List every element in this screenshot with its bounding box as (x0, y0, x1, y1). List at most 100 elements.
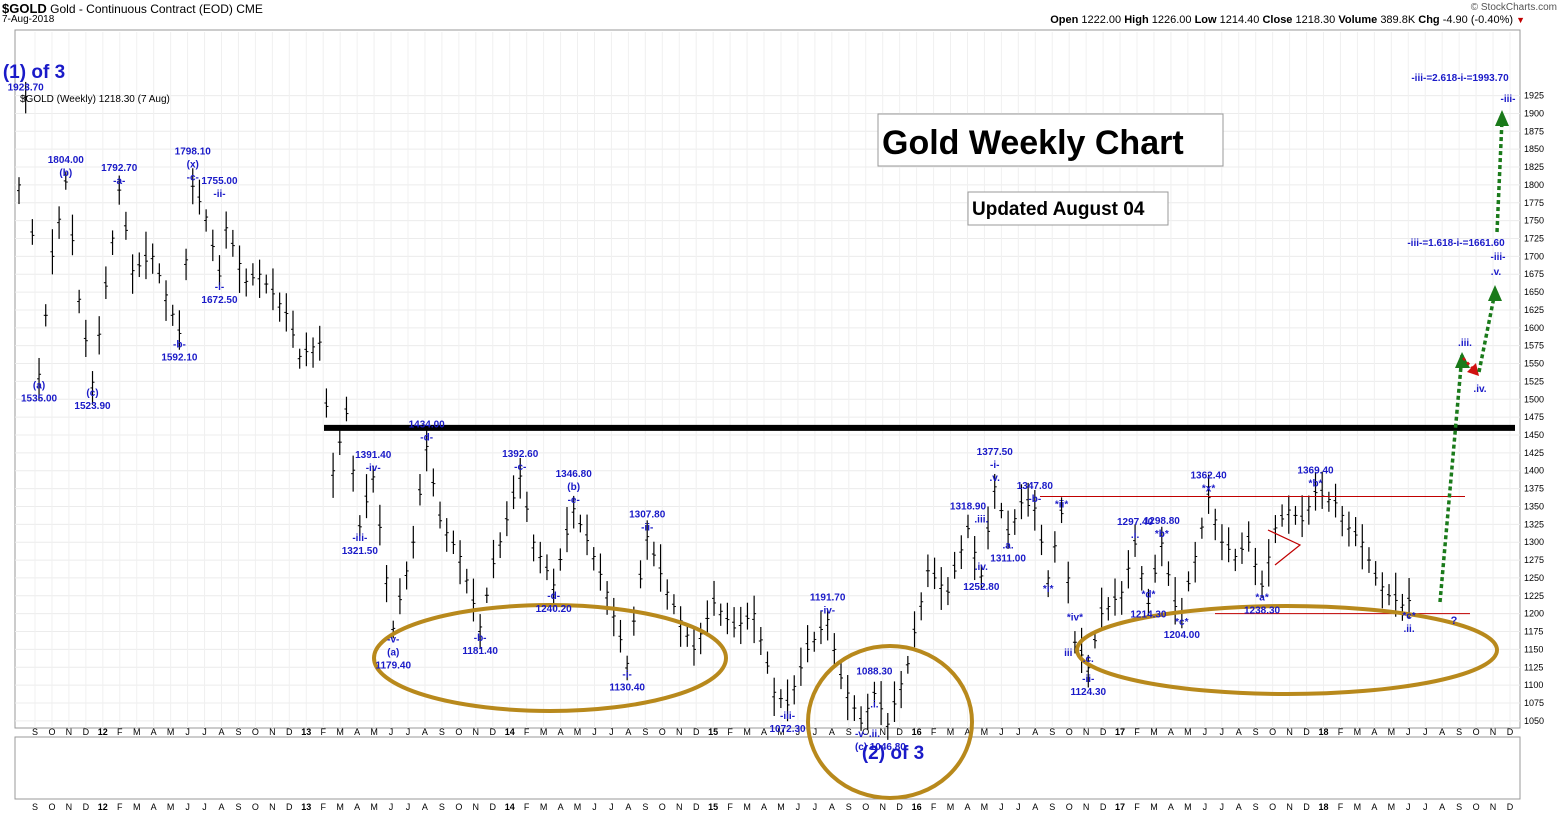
x-tick-label: N (473, 727, 480, 737)
x-tick-label: N (269, 802, 276, 812)
x-tick-label: J (389, 802, 394, 812)
x-tick-label: A (422, 802, 428, 812)
x-tick-label: N (269, 727, 276, 737)
wave-label: 1204.00 (1164, 630, 1201, 641)
wave-label: (c) (86, 388, 98, 399)
x-tick-label: O (659, 802, 666, 812)
wave-label: -i- (990, 460, 999, 471)
y-tick-label: 1900 (1524, 108, 1544, 118)
wave-label: .a. (1003, 540, 1014, 551)
wave-label: (b) (59, 168, 72, 179)
down-triangle-icon: ▼ (1516, 15, 1525, 25)
wave-label: 1804.00 (48, 155, 85, 166)
wave-label: 1181.40 (462, 646, 498, 657)
x-tick-label: A (761, 802, 767, 812)
x-tick-label: J (1423, 802, 1428, 812)
y-tick-label: 1150 (1524, 644, 1543, 654)
x-tick-label: S (439, 727, 445, 737)
x-tick-label: F (1134, 727, 1140, 737)
wave-label: (a) (387, 647, 399, 658)
x-tick-label: J (185, 802, 190, 812)
wave-label: .i. (1131, 530, 1140, 541)
x-tick-label: J (406, 802, 411, 812)
x-tick-label: M (133, 727, 141, 737)
y-tick-label: 1925 (1524, 91, 1544, 101)
x-tick-label: J (1406, 802, 1411, 812)
x-tick-label: M (1388, 727, 1396, 737)
y-tick-label: 1300 (1524, 537, 1544, 547)
wave-label: 1535.00 (21, 393, 58, 404)
x-tick-label: 13 (301, 802, 311, 812)
x-tick-label: N (1083, 727, 1090, 737)
wave-label: *c* (1175, 617, 1188, 628)
x-tick-label: M (1184, 727, 1192, 737)
chart-symbol-title: $GOLD Gold - Continuous Contract (EOD) C… (2, 1, 263, 16)
y-tick-label: 1350 (1524, 501, 1544, 511)
x-tick-label: M (1184, 802, 1192, 812)
wave-label: 1088.30 (856, 666, 893, 677)
x-tick-label: A (151, 727, 157, 737)
wave-label: -iii- (780, 711, 795, 722)
projection-label: -iii-=2.618-i-=1993.70 (1411, 73, 1509, 84)
wave-label: (b) (567, 482, 580, 493)
wave-label: -d- (547, 591, 560, 602)
x-tick-label: A (1168, 802, 1174, 812)
wave-label: 1798.10 (175, 146, 212, 157)
volume-label: Volume (1338, 14, 1378, 26)
projection-label: .iii. (1458, 338, 1472, 349)
x-tick-label: J (1220, 802, 1225, 812)
y-tick-label: 1625 (1524, 305, 1544, 315)
x-tick-label: M (1354, 802, 1362, 812)
degree-label: (1) of 3 (3, 62, 65, 83)
x-tick-label: F (931, 727, 937, 737)
wave-label: 1318.90 (950, 502, 987, 513)
wave-label: 1391.40 (355, 450, 392, 461)
x-tick-label: D (1100, 727, 1107, 737)
x-tick-label: 18 (1318, 727, 1328, 737)
x-tick-label: J (592, 802, 597, 812)
x-tick-label: F (1338, 727, 1344, 737)
wave-label: -b- (1028, 494, 1041, 505)
x-tick-label: N (1490, 727, 1497, 737)
wave-label: *b* (1155, 529, 1169, 540)
wave-label: .i. (870, 699, 879, 710)
high-value: 1226.00 (1151, 14, 1192, 26)
y-tick-label: 1050 (1524, 716, 1544, 726)
x-tick-label: D (896, 727, 903, 737)
x-tick-label: N (676, 802, 683, 812)
x-tick-label: M (777, 802, 785, 812)
x-tick-label: N (1083, 802, 1090, 812)
x-tick-label: S (1253, 727, 1259, 737)
y-tick-label: 1275 (1524, 555, 1544, 565)
symbol-description: Gold - Continuous Contract (EOD) (50, 2, 233, 16)
x-tick-label: 17 (1115, 802, 1125, 812)
wave-label: 1923.70 (8, 83, 45, 94)
highlight-ellipse (806, 644, 974, 800)
x-tick-label: A (1236, 727, 1242, 737)
x-tick-label: 15 (708, 802, 718, 812)
x-tick-label: A (558, 802, 564, 812)
x-tick-label: A (964, 802, 970, 812)
exchange: CME (236, 2, 263, 16)
symbol: $GOLD (2, 1, 47, 16)
x-tick-label: 15 (708, 727, 718, 737)
wave-label: 1130.40 (609, 682, 645, 693)
y-tick-label: 1675 (1524, 269, 1544, 279)
x-tick-label: A (1168, 727, 1174, 737)
x-tick-label: D (286, 802, 293, 812)
x-tick-label: S (1253, 802, 1259, 812)
x-tick-label: J (609, 727, 614, 737)
y-tick-label: 1875 (1524, 126, 1544, 136)
x-tick-label: S (32, 727, 38, 737)
projection-label: -iii- (1491, 252, 1506, 263)
y-tick-label: 1825 (1524, 162, 1544, 172)
x-tick-label: J (1406, 727, 1411, 737)
x-tick-label: A (218, 727, 224, 737)
y-tick-label: 1325 (1524, 519, 1544, 529)
wave-label: .c. (1083, 654, 1094, 665)
x-tick-label: D (83, 727, 90, 737)
x-tick-label: N (1490, 802, 1497, 812)
y-tick-label: 1725 (1524, 233, 1544, 243)
wave-label: -ii- (641, 523, 653, 534)
